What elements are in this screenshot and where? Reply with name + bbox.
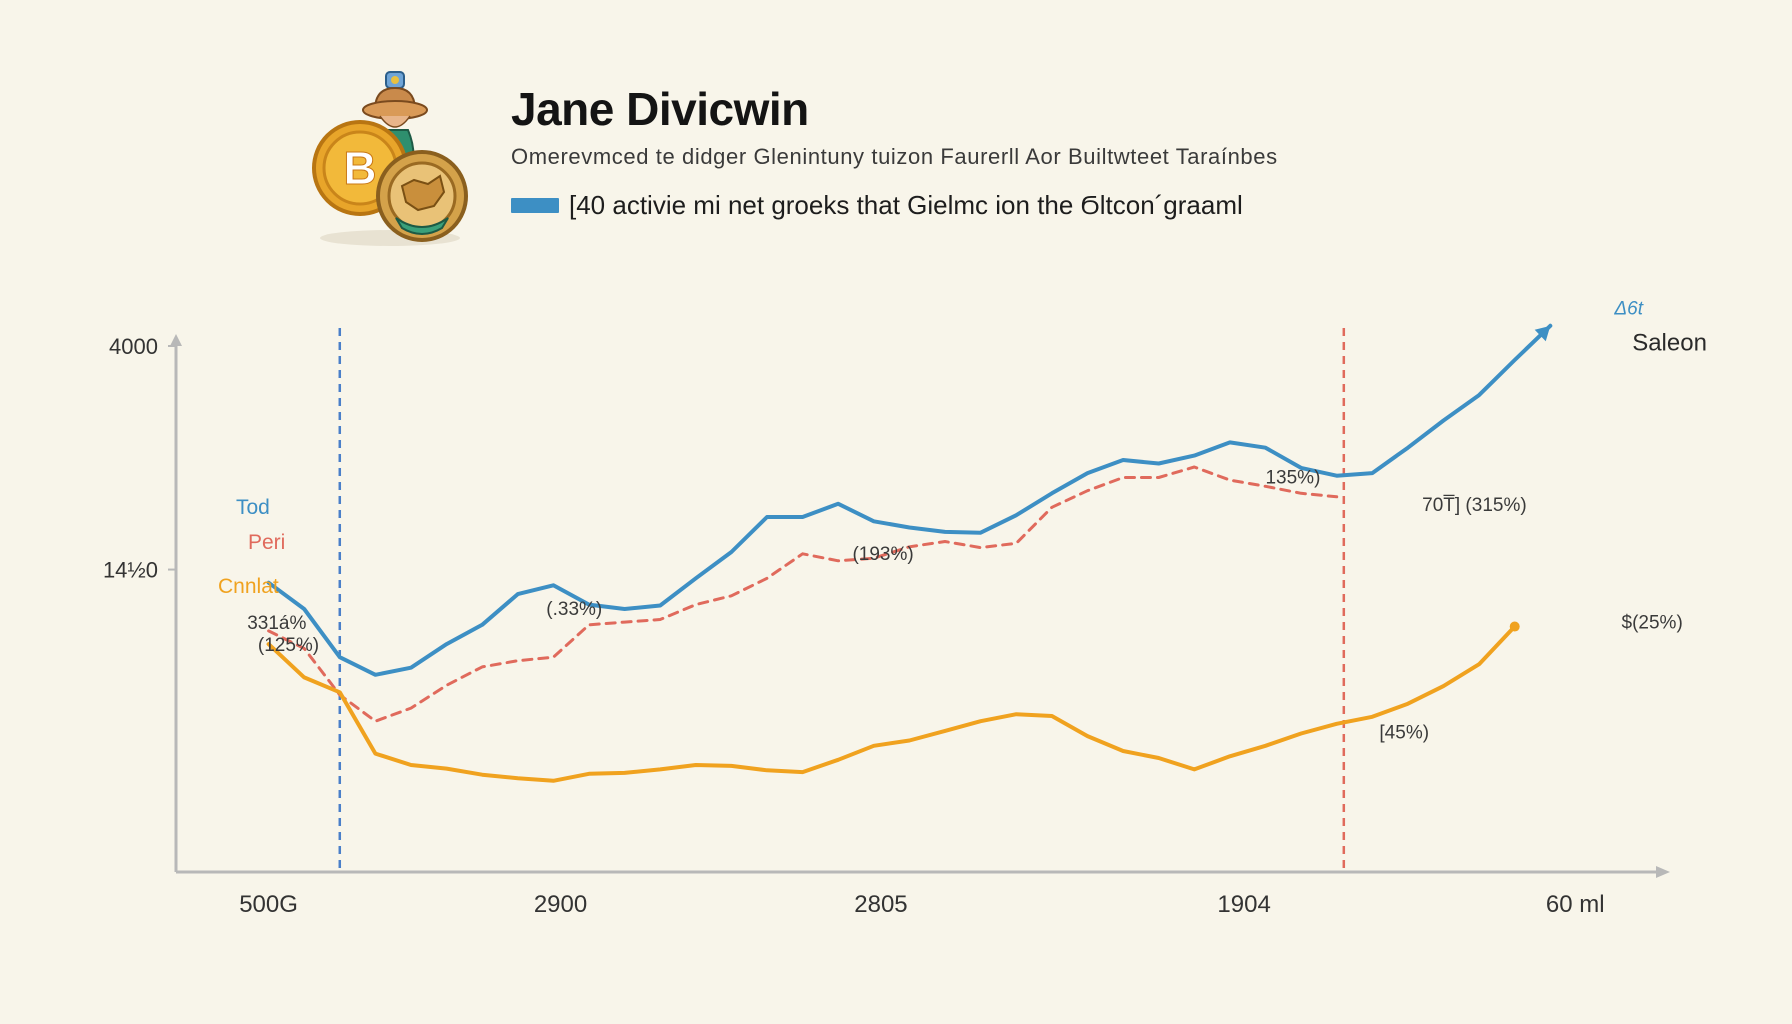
x-tick-label-3: 1904 <box>1217 891 1270 918</box>
series-line-2 <box>266 624 1517 783</box>
annotation-2: (.33%) <box>546 599 602 620</box>
chart-subtitle: Omerevmced te didger Glenintuny tuizon F… <box>511 144 1278 169</box>
x-tick-label-2: 2805 <box>854 891 907 918</box>
series-label-0: Tod <box>236 496 270 519</box>
y-axis-arrow <box>170 334 182 346</box>
svg-text:B: B <box>343 142 376 194</box>
x-axis-arrow <box>1656 866 1670 878</box>
legend-label: [40 activie mi net groeks that Gielmc io… <box>569 190 1243 220</box>
series-arrow-0 <box>1534 325 1551 342</box>
legend-swatch-blue <box>511 198 559 213</box>
annotation-1: 331á% <box>247 613 306 634</box>
series-end-point-2 <box>1509 621 1520 632</box>
bitcoin-coins-figurine-icon: B <box>312 71 468 246</box>
series-line-0 <box>266 323 1553 677</box>
x-tick-label-0: 500G <box>239 891 298 918</box>
annotation-3: (193%) <box>852 544 913 565</box>
series-label-2: Cnnlat <box>218 575 279 598</box>
chart-title: Jane Divicwin <box>511 83 809 135</box>
annotation-6: [45%) <box>1379 723 1429 744</box>
line-chart: 14½0 4000 500G 2900 2805 1904 60 ml Tod Peri Cnnl… <box>103 298 1707 918</box>
x-tick-label-4: 60 ml <box>1546 891 1605 918</box>
series-line-1 <box>267 465 1339 723</box>
x-tick-label-1: 2900 <box>534 891 587 918</box>
y-tick-label-0: 14½0 <box>103 558 158 583</box>
annotation-8: Δ6t <box>1613 298 1643 319</box>
annotation-7: $(25%) <box>1622 612 1683 633</box>
series-label-1: Peri <box>248 531 285 554</box>
chart-header: B Jane Divicwin Omerevmced te didger Gle… <box>0 0 1792 260</box>
annotation-4: 135%) <box>1265 468 1320 489</box>
annotation-9: Saleon <box>1632 329 1707 356</box>
annotation-5: 70T̅] (315%) <box>1422 495 1527 516</box>
y-tick-label-1: 4000 <box>109 334 158 359</box>
annotation-0: (125%) <box>258 635 319 656</box>
